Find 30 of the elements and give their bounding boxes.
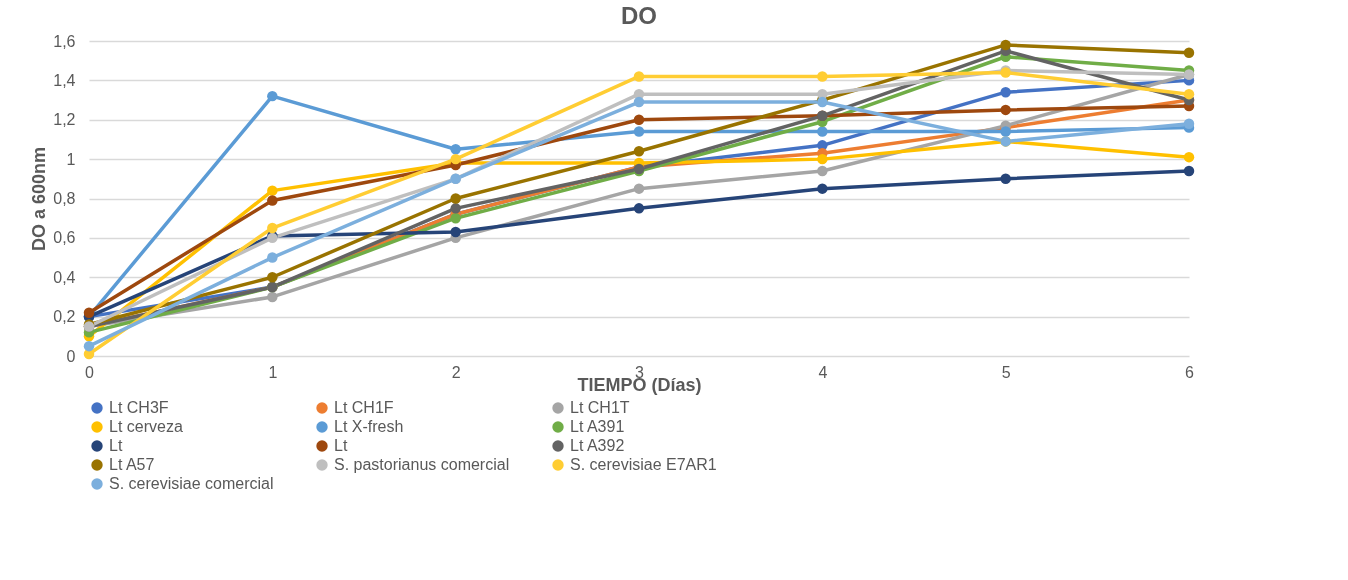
legend-label: Lt [109, 437, 123, 454]
x-tick-label: 2 [451, 363, 461, 381]
y-tick-label: 0 [66, 347, 76, 365]
legend-label: Lt CH1T [570, 399, 630, 416]
x-tick-label: 4 [818, 363, 828, 381]
legend-label: Lt X-fresh [334, 418, 404, 435]
legend-label: Lt A57 [109, 456, 155, 473]
y-tick-label: 1 [66, 150, 76, 168]
legend-label: Lt [334, 437, 348, 454]
y-tick-label: 0,2 [53, 308, 76, 326]
x-tick-label: 1 [268, 363, 278, 381]
y-tick-label: 1,4 [53, 71, 76, 89]
legend-label: Lt CH3F [109, 399, 169, 416]
legend-label: S. cerevisiae E7AR1 [570, 456, 717, 473]
y-axis-title: DO a 600nm [29, 146, 50, 252]
legend-label: Lt cerveza [109, 418, 183, 435]
x-tick-label: 5 [1001, 363, 1011, 381]
legend-label: Lt CH1F [334, 399, 394, 416]
y-tick-label: 1,2 [53, 111, 76, 129]
y-tick-label: 0,8 [53, 190, 76, 207]
x-tick-label: 6 [1185, 363, 1195, 381]
chart-title: DO [621, 2, 657, 29]
legend-label: S. cerevisiae comercial [109, 475, 274, 492]
y-tick-label: 0,4 [53, 268, 76, 286]
legend-label: Lt A391 [570, 418, 625, 435]
legend-label: Lt A392 [570, 437, 625, 454]
x-tick-label: 0 [85, 363, 95, 381]
y-tick-label: 0,6 [53, 229, 76, 247]
legend-label: S. pastorianus comercial [334, 456, 510, 473]
y-tick-label: 1,6 [53, 32, 76, 50]
